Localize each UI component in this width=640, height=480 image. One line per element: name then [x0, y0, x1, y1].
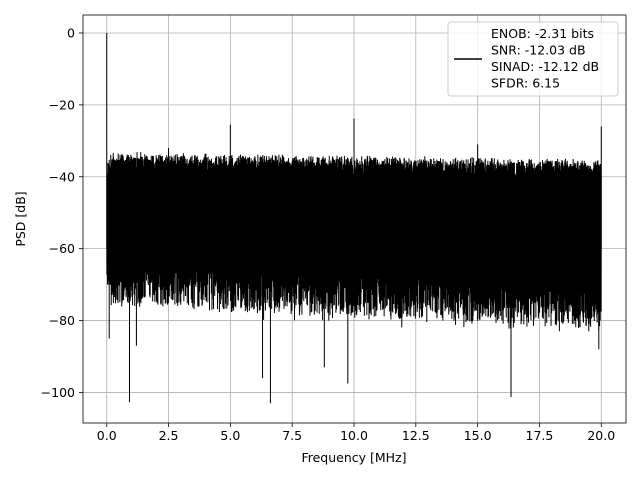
x-axis-label: Frequency [MHz] [301, 450, 406, 465]
y-tick-label: −80 [49, 313, 75, 328]
y-axis-label: PSD [dB] [13, 191, 28, 246]
legend: ENOB: -2.31 bits SNR: -12.03 dB SINAD: -12… [447, 21, 619, 97]
x-tick-label: 12.5 [402, 428, 430, 443]
legend-label: ENOB: -2.31 bits SNR: -12.03 dB SINAD: -12… [491, 26, 599, 91]
psd-trace-line [106, 32, 602, 404]
y-tick-label: −40 [49, 169, 75, 184]
x-tick-label: 7.5 [282, 428, 302, 443]
x-tick-label: 15.0 [464, 428, 492, 443]
x-tick-label: 0.0 [97, 428, 117, 443]
y-tick-label: −100 [41, 385, 75, 400]
x-tick-label: 17.5 [526, 428, 554, 443]
x-tick-label: 20.0 [587, 428, 615, 443]
y-tick-label: −20 [49, 97, 75, 112]
x-tick-label: 5.0 [220, 428, 240, 443]
x-axis-ticks: 0.0 2.5 5.0 7.5 10.0 12.5 15.0 17.5 20.0 [97, 423, 615, 443]
axes-frame [82, 14, 627, 424]
y-tick-label: 0 [67, 25, 75, 40]
plot-area [106, 32, 602, 404]
x-tick-label: 2.5 [159, 428, 179, 443]
y-tick-label: −60 [49, 241, 75, 256]
y-axis-ticks: 0 −20 −40 −60 −80 −100 [41, 25, 83, 400]
legend-box [447, 21, 619, 97]
x-tick-label: 10.0 [340, 428, 368, 443]
